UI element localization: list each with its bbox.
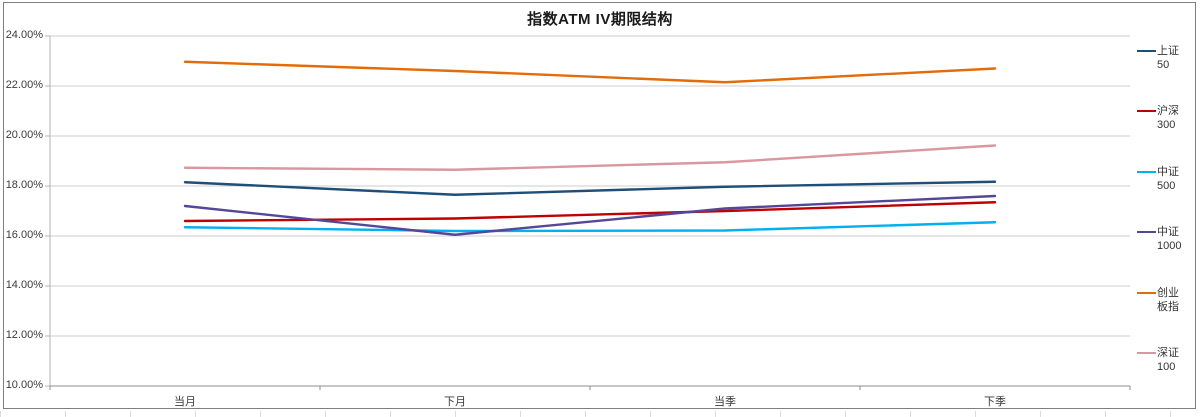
legend-line-swatch xyxy=(1137,231,1156,234)
series-line-中证1000[interactable] xyxy=(183,194,997,236)
legend-item-创业板指[interactable]: 创业 板指 xyxy=(1137,286,1199,314)
y-tick-label: 24.00% xyxy=(5,29,43,41)
chart-legend: 上证 50 沪深 300 中证 500 中证 1000 创业 板指深证 100 xyxy=(1137,44,1199,374)
y-tick-label: 18.00% xyxy=(5,179,43,191)
legend-label: 创业 板指 xyxy=(1157,286,1179,313)
legend-line-swatch xyxy=(1137,170,1156,173)
legend-label: 中证 1000 xyxy=(1157,226,1182,253)
x-category-label: 下季 xyxy=(984,396,1006,408)
legend-item-中证500[interactable]: 中证 500 xyxy=(1137,165,1199,193)
y-tick-label: 16.00% xyxy=(5,229,43,241)
legend-label: 上证 50 xyxy=(1157,45,1179,71)
spreadsheet-gridlines xyxy=(0,411,1200,417)
legend-line-swatch xyxy=(1137,291,1156,294)
series-line-深证100[interactable] xyxy=(183,144,997,171)
chart-object[interactable] xyxy=(3,2,1196,409)
legend-line-swatch xyxy=(1137,50,1156,52)
series-line-创业板指[interactable] xyxy=(183,60,997,84)
x-category-label: 当月 xyxy=(174,396,196,408)
series-line-中证500[interactable] xyxy=(183,221,997,233)
y-tick-label: 10.00% xyxy=(5,379,43,391)
x-category-label: 下月 xyxy=(444,396,466,408)
y-tick-label: 22.00% xyxy=(5,79,43,91)
legend-label: 中证 500 xyxy=(1157,165,1179,192)
legend-line-swatch xyxy=(1137,351,1156,354)
legend-line-swatch xyxy=(1137,110,1156,113)
x-category-label: 当季 xyxy=(714,396,736,408)
series-line-上证50[interactable] xyxy=(183,180,997,196)
chart-title: 指数ATM IV期限结构 xyxy=(527,11,673,28)
legend-label: 沪深 300 xyxy=(1157,105,1179,132)
legend-item-沪深300[interactable]: 沪深 300 xyxy=(1137,104,1199,132)
legend-item-深证100[interactable]: 深证 100 xyxy=(1137,346,1199,374)
legend-label: 深证 100 xyxy=(1157,346,1179,373)
legend-item-上证50[interactable]: 上证 50 xyxy=(1137,44,1199,72)
legend-item-中证1000[interactable]: 中证 1000 xyxy=(1137,225,1199,253)
y-tick-label: 12.00% xyxy=(5,329,43,341)
y-tick-label: 20.00% xyxy=(5,129,43,141)
y-tick-label: 14.00% xyxy=(5,279,43,291)
